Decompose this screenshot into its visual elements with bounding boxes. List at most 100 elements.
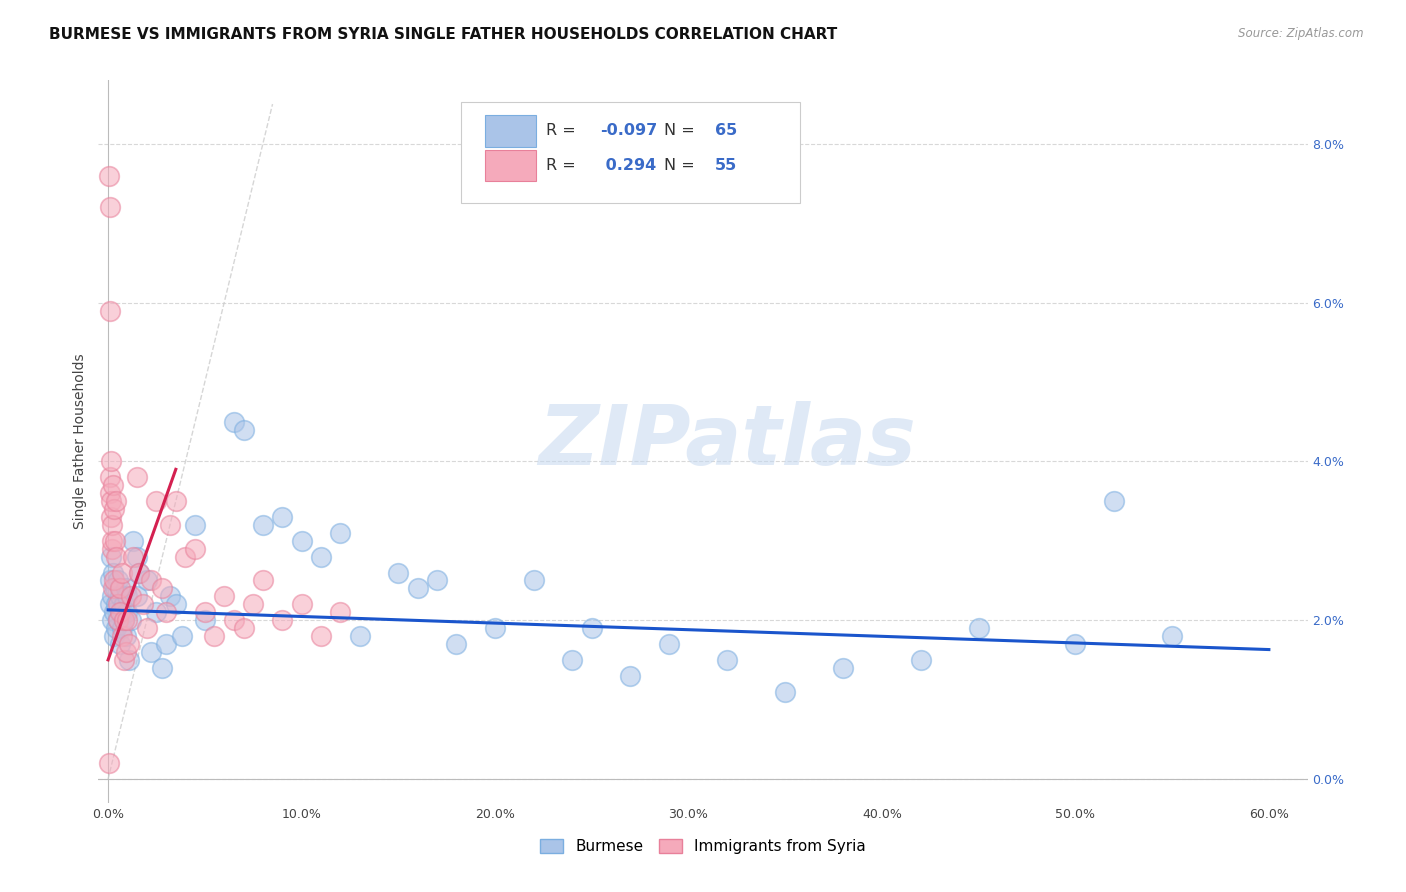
Point [103,502,125,516]
Point [118,653,141,667]
Point [773,684,796,698]
Point [107,574,129,588]
Point [108,590,131,604]
Point [104,582,127,596]
Point [114,645,136,659]
Point [114,629,136,643]
Point [104,597,127,611]
Text: 0.294: 0.294 [600,158,657,173]
Point [107,613,129,627]
Point [290,533,312,548]
Point [111,566,134,580]
Point [127,590,149,604]
Point [184,541,207,556]
Point [128,566,150,580]
Point [100,486,122,500]
Point [98,756,121,770]
Point [112,653,135,667]
Legend: Burmese, Immigrants from Syria: Burmese, Immigrants from Syria [534,832,872,860]
Point [349,629,371,643]
Text: -0.097: -0.097 [600,123,658,138]
Point [100,510,122,524]
Point [101,566,124,580]
Point [112,597,135,611]
Point [290,597,312,611]
Point [232,423,254,437]
Text: ZIPatlas: ZIPatlas [538,401,917,482]
Point [145,605,167,619]
Point [120,613,142,627]
Point [581,621,603,635]
Point [242,597,264,611]
Point [170,629,193,643]
Point [204,629,226,643]
Point [222,613,245,627]
Point [112,613,135,627]
Point [329,525,352,540]
Point [832,661,855,675]
Point [103,629,125,643]
Point [252,574,274,588]
Point [104,494,127,508]
Point [100,549,122,564]
Point [252,517,274,532]
Point [101,533,124,548]
Point [484,621,506,635]
Point [619,669,641,683]
Point [111,621,134,635]
Point [910,653,932,667]
Point [155,637,177,651]
Point [127,549,149,564]
Point [111,629,134,643]
Point [98,303,121,318]
Point [1102,494,1125,508]
Point [98,200,121,214]
Point [406,582,429,596]
Point [135,621,157,635]
Point [155,605,177,619]
Point [108,582,131,596]
FancyBboxPatch shape [485,115,536,147]
Point [165,494,187,508]
Point [127,470,149,484]
Point [111,605,134,619]
Point [150,582,173,596]
Point [104,549,127,564]
Point [100,494,122,508]
Point [104,533,127,548]
Text: R =: R = [546,158,581,173]
Point [174,549,197,564]
Point [387,566,409,580]
Point [98,574,121,588]
Point [101,478,124,492]
Point [446,637,468,651]
Point [309,629,332,643]
Point [139,574,162,588]
Point [117,605,139,619]
Point [117,613,139,627]
Point [194,605,217,619]
Point [98,597,121,611]
Point [194,613,217,627]
Point [128,566,150,580]
Point [108,605,131,619]
Text: R =: R = [546,123,581,138]
Point [561,653,583,667]
Point [101,590,124,604]
Point [135,574,157,588]
Point [101,541,124,556]
Point [232,621,254,635]
Point [159,590,181,604]
Point [108,637,131,651]
Point [309,549,332,564]
Point [117,590,139,604]
Point [271,613,294,627]
Text: 55: 55 [716,158,737,173]
Point [159,517,181,532]
Point [150,661,173,675]
Point [716,653,738,667]
Point [1064,637,1087,651]
Point [212,590,235,604]
Point [329,605,352,619]
Point [145,494,167,508]
